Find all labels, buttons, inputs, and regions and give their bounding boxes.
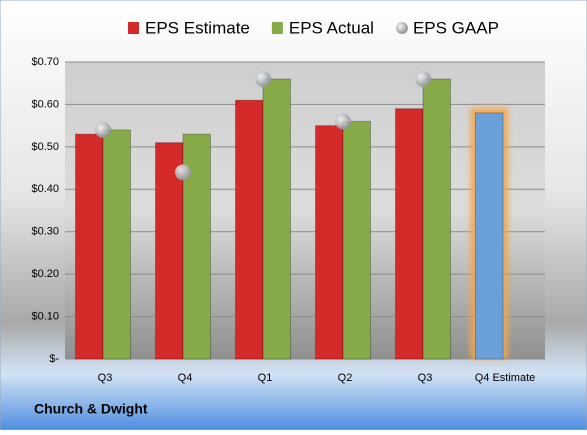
y-tick-label: $-: [49, 353, 59, 365]
bar: [102, 129, 131, 360]
footer: Church & Dwight: [34, 401, 148, 417]
legend-marker: [271, 22, 283, 34]
bar: [262, 78, 291, 360]
gaap-marker: [335, 113, 351, 130]
x-tick-label: Q2: [338, 372, 353, 384]
bar: [235, 99, 264, 360]
gaap-marker: [415, 70, 431, 87]
bar: [315, 125, 344, 360]
x-tick-label: Q3: [418, 372, 433, 384]
y-tick-label: $0.50: [31, 141, 59, 153]
y-tick-label: $0.70: [31, 56, 59, 68]
legend-label: EPS Actual: [289, 18, 374, 37]
plot-area: [65, 62, 545, 359]
y-tick-label: $0.30: [31, 226, 59, 238]
gaap-marker: [255, 70, 271, 87]
bar: [342, 120, 371, 360]
gaap-marker: [175, 164, 191, 181]
y-tick-label: $0.10: [31, 310, 59, 322]
bar: [475, 112, 504, 360]
legend-label: EPS GAAP: [413, 18, 499, 37]
x-tick-label: Q3: [98, 372, 113, 384]
x-tick-label: Q1: [258, 372, 273, 384]
y-tick-label: $0.60: [31, 98, 59, 110]
gaap-marker: [95, 121, 111, 138]
y-tick-label: $0.20: [31, 268, 59, 280]
legend-label: EPS Estimate: [145, 18, 250, 37]
legend-marker: [395, 22, 408, 34]
legend-marker: [128, 22, 139, 34]
bar: [75, 133, 104, 360]
x-tick-label: Q4: [178, 372, 193, 384]
bar: [422, 78, 451, 360]
bar: [395, 108, 424, 360]
x-tick-label: Q4 Estimate: [475, 372, 536, 384]
y-tick-label: $0.40: [31, 183, 59, 195]
